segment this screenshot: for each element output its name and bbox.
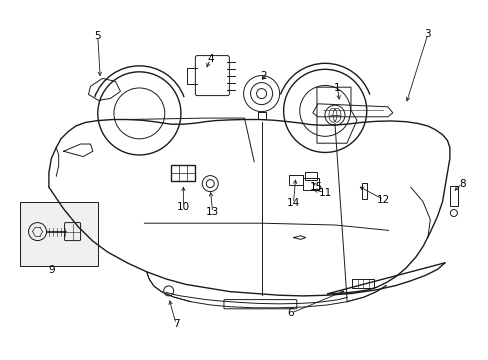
Text: 4: 4: [206, 54, 213, 64]
Text: 11: 11: [318, 188, 331, 198]
Text: 9: 9: [48, 265, 55, 275]
Text: 7: 7: [172, 319, 179, 329]
Text: 8: 8: [458, 179, 465, 189]
Text: 14: 14: [286, 198, 300, 208]
Text: 6: 6: [287, 308, 294, 318]
Text: 10: 10: [177, 202, 189, 212]
Text: 13: 13: [205, 207, 219, 217]
Text: 12: 12: [376, 195, 390, 205]
Text: 3: 3: [424, 29, 430, 39]
Text: 5: 5: [94, 31, 101, 41]
Text: 15: 15: [309, 182, 323, 192]
Text: 1: 1: [333, 83, 340, 93]
Text: 2: 2: [260, 71, 267, 81]
Bar: [20, 202, 98, 266]
